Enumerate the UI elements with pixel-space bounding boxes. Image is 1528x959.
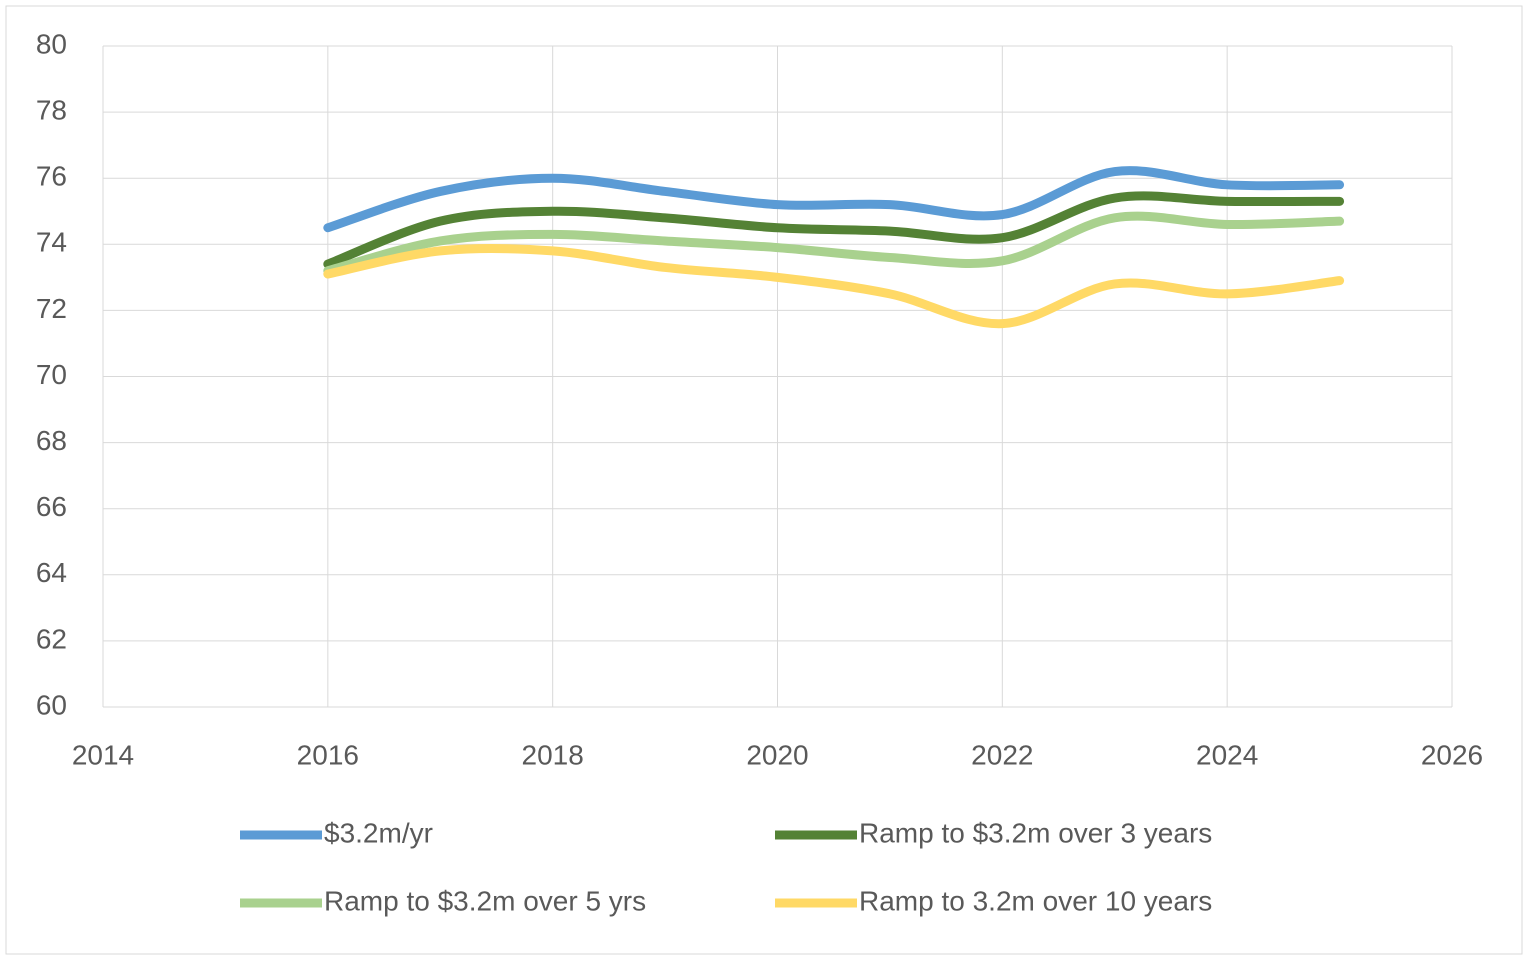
legend-label: Ramp to 3.2m over 10 years	[859, 885, 1212, 916]
chart-border	[5, 5, 1523, 955]
x-tick-label: 2018	[522, 739, 584, 770]
x-tick-label: 2022	[971, 739, 1033, 770]
series-line	[323, 166, 1345, 233]
y-tick-label: 60	[36, 689, 67, 720]
y-tick-label: 64	[36, 557, 67, 588]
x-tick-label: 2020	[746, 739, 808, 770]
y-tick-label: 72	[36, 293, 67, 324]
series-line	[323, 243, 1345, 329]
x-tick-label: 2016	[297, 739, 359, 770]
x-tick-label: 2024	[1196, 739, 1258, 770]
y-tick-label: 66	[36, 491, 67, 522]
legend-label: $3.2m/yr	[324, 817, 433, 848]
y-tick-label: 80	[36, 28, 67, 59]
y-tick-label: 78	[36, 94, 67, 125]
y-tick-label: 70	[36, 359, 67, 390]
series-line	[323, 211, 1345, 276]
series-line	[323, 191, 1345, 269]
legend-label: Ramp to $3.2m over 3 years	[859, 817, 1212, 848]
y-tick-label: 62	[36, 623, 67, 654]
legend-label: Ramp to $3.2m over 5 yrs	[324, 885, 646, 916]
y-tick-label: 74	[36, 227, 67, 258]
x-tick-label: 2026	[1421, 739, 1483, 770]
y-tick-label: 68	[36, 425, 67, 456]
x-tick-label: 2014	[72, 739, 134, 770]
y-tick-label: 76	[36, 161, 67, 192]
